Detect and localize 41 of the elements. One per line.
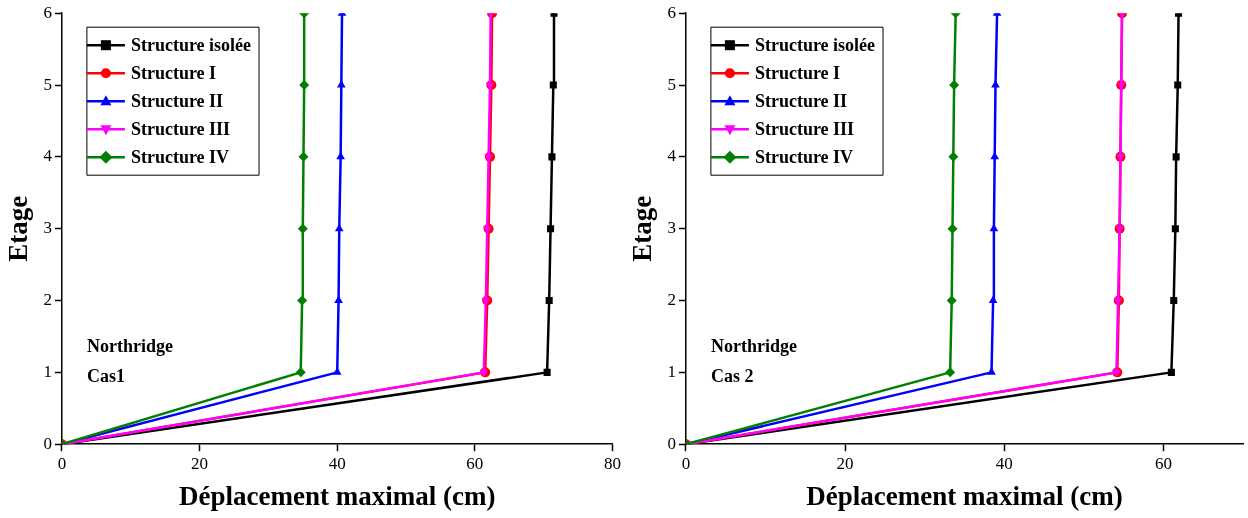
x-tick-label: 40 <box>328 453 346 473</box>
x-tick-label: 20 <box>836 453 854 473</box>
y-axis-title: Etage <box>3 195 34 262</box>
legend-label: Structure III <box>754 118 855 139</box>
y-axis-title: Etage <box>627 195 658 262</box>
y-tick-label: 4 <box>43 146 53 166</box>
y-tick-label: 2 <box>43 290 52 309</box>
x-tick-label: 60 <box>466 453 484 473</box>
y-tick-label: 4 <box>667 146 677 166</box>
x-tick-label: 40 <box>995 453 1013 473</box>
y-tick-label: 1 <box>43 361 52 381</box>
x-axis-title: Déplacement maximal (cm) <box>179 480 496 511</box>
x-tick-label: 20 <box>191 453 209 473</box>
y-tick-label: 3 <box>667 218 676 238</box>
legend-label: Structure isolée <box>754 34 876 55</box>
x-tick-label: 60 <box>1154 453 1172 473</box>
x-tick-label: 80 <box>604 453 621 473</box>
x-tick-label: 0 <box>681 453 691 473</box>
y-tick-label: 6 <box>667 2 676 22</box>
legend-label: Structure I <box>130 62 217 83</box>
legend-label: Structure II <box>754 90 848 111</box>
y-tick-label: 6 <box>43 2 52 22</box>
legend-label: Structure I <box>754 62 841 83</box>
annotation: Cas1 <box>86 366 125 387</box>
y-tick-label: 1 <box>667 361 676 381</box>
legend-label: Structure II <box>130 90 224 111</box>
annotation: Northridge <box>710 336 797 357</box>
annotation: Cas 2 <box>710 366 754 387</box>
annotation: Northridge <box>86 336 173 357</box>
legend-label: Structure III <box>130 118 231 139</box>
y-tick-label: 0 <box>43 433 52 453</box>
legend-label: Structure isolée <box>130 34 252 55</box>
y-tick-label: 5 <box>667 74 676 94</box>
y-tick-label: 5 <box>43 74 52 94</box>
x-axis-title: Déplacement maximal (cm) <box>806 480 1123 511</box>
legend-label: Structure IV <box>130 146 230 167</box>
y-tick-label: 0 <box>667 433 676 453</box>
y-tick-label: 3 <box>43 218 52 238</box>
y-tick-label: 2 <box>667 290 676 309</box>
x-tick-label: 0 <box>57 453 67 473</box>
legend-label: Structure IV <box>754 146 854 167</box>
